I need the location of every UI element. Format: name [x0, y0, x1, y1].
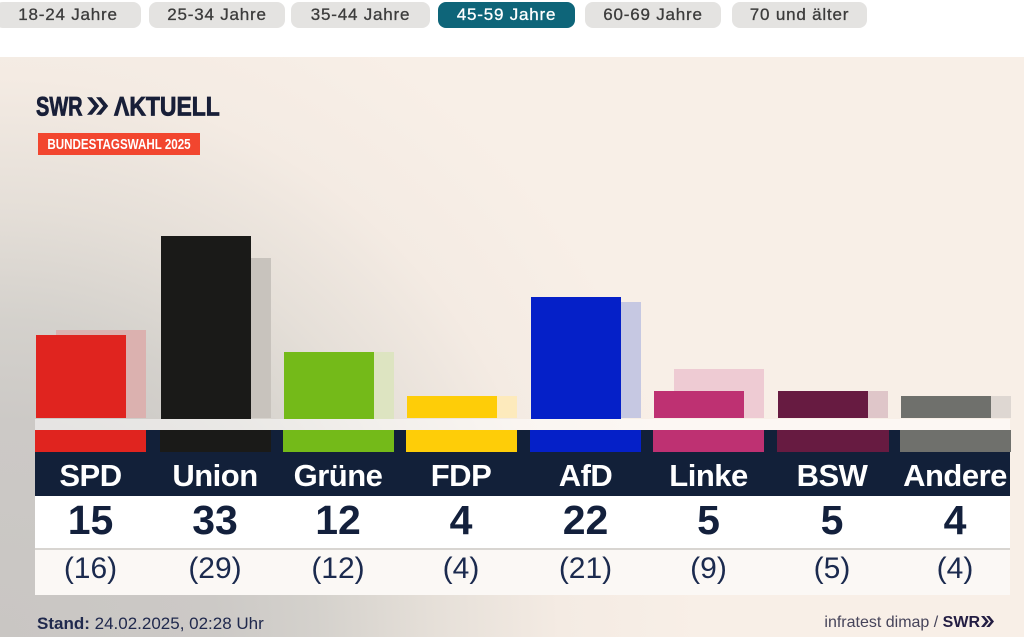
svg-text:SWR: SWR — [36, 95, 83, 121]
svg-text:ΛKTUELL: ΛKTUELL — [114, 95, 220, 121]
